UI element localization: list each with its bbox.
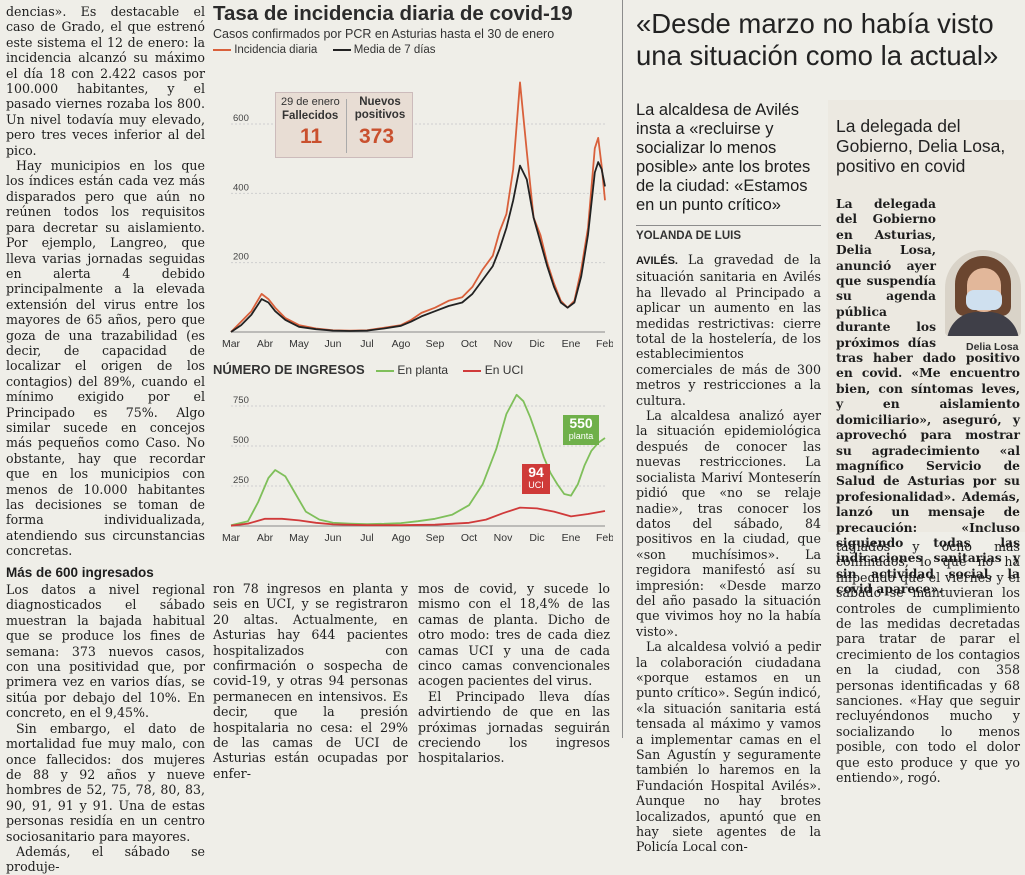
aviles-body: AVILÉS. La gravedad de la situación sani… <box>636 252 821 855</box>
sidebar-continuation: tagiados y ocho más confinados, lo que n… <box>836 539 1020 786</box>
paragraph: Además, el sábado se produje- <box>6 843 205 875</box>
legend-daily-label: Incidencia diaria <box>234 44 318 56</box>
portrait-photo <box>945 250 1021 336</box>
x-tick-label: Jun <box>325 338 342 350</box>
y-tick-label: 600 <box>233 113 249 124</box>
article-deck: La alcaldesa de Avilés insta a «recluirs… <box>636 101 811 214</box>
chart-title: NÚMERO DE INGRESOS <box>213 362 365 377</box>
series-line <box>230 161 606 333</box>
admissions-plot: 250 500 750 Mar Abr May Jun Jul Ago Sep Oct Nov Dic E… <box>222 393 613 544</box>
paragraph: Hay municipios en los que los índices es… <box>6 158 205 559</box>
series-line <box>230 506 606 527</box>
x-tick-label: Ene <box>562 532 581 544</box>
article-column-3: mos de covid, y sucede lo mismo con el 1… <box>418 581 610 766</box>
incidence-chart: Tasa de incidencia diaria de covid-19 Ca… <box>213 2 613 357</box>
paragraph: dencias». Es destacable el caso de Grado… <box>6 4 205 158</box>
x-tick-label: Dic <box>529 338 544 350</box>
paragraph: AVILÉS. La gravedad de la situación sani… <box>636 252 821 408</box>
paragraph: La delegada del Gobierno en Asturias, De… <box>836 196 1020 597</box>
box-deaths-value: 11 <box>300 125 323 148</box>
box-date: 29 de enero <box>281 96 340 108</box>
y-tick-label: 750 <box>233 395 249 406</box>
x-tick-label: Oct <box>461 338 477 350</box>
article-column-1: dencias». Es destacable el caso de Grado… <box>6 4 205 875</box>
paragraph: La alcaldesa analizó ayer la situación e… <box>636 408 821 639</box>
subheading: Más de 600 ingresados <box>6 564 154 580</box>
paragraph: El Principado lleva días advirtiendo de … <box>418 688 610 766</box>
byline: YOLANDA DE LUIS <box>636 230 741 242</box>
x-tick-label: Sep <box>426 532 445 544</box>
admissions-chart: NÚMERO DE INGRESOS En planta En UCI 250 5… <box>213 362 613 554</box>
chart-legend: Incidencia diaria Media de 7 días <box>213 44 613 56</box>
x-tick-label: Sep <box>426 338 445 350</box>
article-headline: «Desde marzo no había visto una situació… <box>636 8 999 71</box>
incidence-plot: 200 400 600 Mar Abr May Jun Jul Ago Sep Oct Nov Dic E… <box>222 81 613 350</box>
x-tick-label: Jun <box>325 532 342 544</box>
article-column-2: ron 78 ingresos en planta y seis en UCI,… <box>213 581 408 781</box>
icu-badge-value: 94 <box>528 464 544 480</box>
x-tick-label: Abr <box>257 532 274 544</box>
ward-badge-value: 550 <box>569 415 593 431</box>
box-new-cases-label: Nuevos positivos <box>354 96 406 121</box>
x-tick-label: Nov <box>494 532 513 544</box>
x-tick-label: May <box>289 532 310 544</box>
paragraph: La alcaldesa volvió a pedir la colaborac… <box>636 639 821 855</box>
legend-swatch-daily <box>213 48 231 51</box>
x-tick-label: Nov <box>494 338 513 350</box>
box-deaths-label: Fallecidos <box>282 110 339 122</box>
chart-title: Tasa de incidencia diaria de covid-19 <box>213 2 573 25</box>
chart-subtitle: Casos confirmados por PCR en Asturias ha… <box>213 27 555 41</box>
ward-badge-label: planta <box>568 431 594 441</box>
legend-average-label: Media de 7 días <box>353 44 436 56</box>
icu-badge-label: UCI <box>528 480 544 490</box>
x-tick-label: Mar <box>222 338 241 350</box>
legend-icu-label: En UCI <box>484 363 524 377</box>
dateline: AVILÉS. <box>636 255 678 267</box>
ward-badge: 550 planta <box>563 415 599 445</box>
x-tick-label: May <box>289 338 310 350</box>
sidebar-body: La delegada del Gobierno en Asturias, De… <box>836 196 1020 597</box>
y-tick-label: 250 <box>233 475 249 486</box>
x-tick-label: Jul <box>360 338 373 350</box>
icu-badge: 94 UCI <box>522 464 550 494</box>
x-tick-label: Ene <box>562 338 581 350</box>
chart-legend: NÚMERO DE INGRESOS En planta En UCI <box>213 362 613 377</box>
legend-swatch-icu <box>463 369 482 372</box>
paragraph: ron 78 ingresos en planta y seis en UCI,… <box>213 581 408 781</box>
paragraph: Sin embargo, el dato de mortalidad fue m… <box>6 720 205 844</box>
portrait-shoulders <box>947 312 1019 336</box>
photo-caption: Delia Losa <box>966 341 1019 353</box>
legend-swatch-average <box>332 48 351 51</box>
sidebar-headline: La delegada del Gobierno, Delia Losa, po… <box>836 116 1006 176</box>
paragraph: Los datos a nivel regional diagnosticado… <box>6 582 205 721</box>
x-tick-label: Oct <box>461 532 477 544</box>
portrait-mask <box>966 290 1002 310</box>
x-tick-label: Feb <box>596 338 613 350</box>
x-tick-label: Ago <box>392 338 411 350</box>
x-tick-label: Jul <box>360 532 373 544</box>
deaths-info-box: 29 de enero Fallecidos 11 Nuevos positiv… <box>275 92 413 158</box>
byline-rule <box>636 225 821 226</box>
legend-ward-label: En planta <box>397 363 449 377</box>
paragraph: mos de covid, y sucede lo mismo con el 1… <box>418 581 610 689</box>
series-line <box>230 393 606 527</box>
x-tick-label: Feb <box>596 532 613 544</box>
paragraph-text: La gravedad de la situación sanitaria en… <box>636 252 821 408</box>
x-tick-label: Ago <box>392 532 411 544</box>
paragraph: tagiados y ocho más confinados, lo que n… <box>836 539 1020 786</box>
y-tick-label: 400 <box>233 182 249 193</box>
box-new-cases-value: 373 <box>359 125 395 148</box>
y-tick-label: 500 <box>233 435 249 446</box>
x-tick-label: Dic <box>529 532 544 544</box>
x-tick-label: Abr <box>257 338 274 350</box>
x-tick-label: Mar <box>222 532 241 544</box>
legend-swatch-ward <box>376 369 395 372</box>
column-divider <box>622 0 623 738</box>
box-divider <box>346 99 347 153</box>
y-tick-label: 200 <box>233 252 249 263</box>
